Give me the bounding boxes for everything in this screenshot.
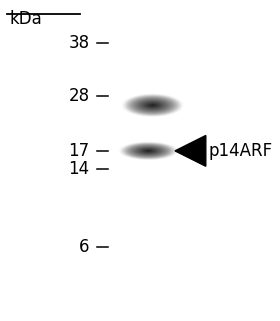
Text: kDa: kDa [10, 10, 43, 28]
Polygon shape [118, 141, 179, 160]
Polygon shape [126, 95, 179, 115]
Polygon shape [143, 149, 154, 152]
Polygon shape [141, 101, 164, 109]
Polygon shape [130, 145, 167, 157]
Polygon shape [139, 100, 166, 110]
Polygon shape [121, 143, 176, 159]
Text: 6: 6 [79, 238, 90, 256]
Polygon shape [124, 94, 181, 116]
Polygon shape [149, 104, 157, 107]
Polygon shape [118, 142, 178, 160]
Polygon shape [120, 142, 176, 160]
Polygon shape [127, 144, 170, 158]
Polygon shape [128, 96, 177, 115]
Polygon shape [145, 102, 160, 108]
Polygon shape [151, 105, 155, 106]
Polygon shape [125, 143, 172, 158]
Polygon shape [136, 147, 161, 155]
Polygon shape [134, 98, 172, 112]
Polygon shape [131, 145, 165, 156]
Polygon shape [137, 147, 160, 154]
Text: p14ARF: p14ARF [209, 142, 273, 160]
Polygon shape [129, 145, 168, 157]
Polygon shape [140, 148, 157, 153]
Text: 28: 28 [69, 87, 90, 105]
Polygon shape [147, 103, 158, 108]
Polygon shape [124, 143, 173, 159]
Text: 38: 38 [69, 34, 90, 52]
Polygon shape [128, 144, 169, 157]
Polygon shape [133, 98, 172, 113]
Polygon shape [137, 147, 159, 154]
Polygon shape [119, 142, 178, 160]
Polygon shape [131, 97, 174, 114]
Text: 17: 17 [69, 142, 90, 160]
Polygon shape [123, 143, 174, 159]
Polygon shape [134, 146, 163, 155]
Text: 14: 14 [69, 160, 90, 178]
Polygon shape [146, 103, 159, 108]
Polygon shape [135, 99, 171, 112]
Polygon shape [137, 99, 169, 111]
Polygon shape [129, 96, 176, 114]
Polygon shape [146, 150, 151, 152]
Polygon shape [126, 144, 171, 158]
Polygon shape [132, 97, 173, 113]
Polygon shape [139, 148, 157, 154]
Polygon shape [127, 96, 178, 115]
Polygon shape [145, 150, 152, 152]
Polygon shape [148, 103, 157, 107]
Polygon shape [141, 149, 156, 153]
Polygon shape [142, 101, 163, 109]
Polygon shape [133, 146, 164, 156]
Polygon shape [143, 102, 162, 109]
Polygon shape [138, 148, 158, 154]
Polygon shape [122, 143, 175, 159]
Polygon shape [150, 104, 155, 106]
Polygon shape [125, 95, 180, 116]
Polygon shape [147, 150, 150, 152]
Polygon shape [144, 102, 161, 108]
Polygon shape [129, 145, 167, 157]
Polygon shape [152, 105, 153, 106]
Polygon shape [120, 93, 185, 117]
Polygon shape [140, 100, 165, 110]
Polygon shape [121, 93, 184, 117]
Polygon shape [175, 135, 206, 166]
Polygon shape [136, 99, 170, 112]
Polygon shape [144, 150, 153, 152]
Polygon shape [137, 100, 168, 111]
Polygon shape [122, 94, 183, 117]
Polygon shape [135, 147, 162, 155]
Polygon shape [123, 94, 182, 117]
Polygon shape [138, 100, 167, 111]
Polygon shape [130, 97, 175, 114]
Polygon shape [132, 146, 165, 156]
Polygon shape [142, 149, 155, 153]
